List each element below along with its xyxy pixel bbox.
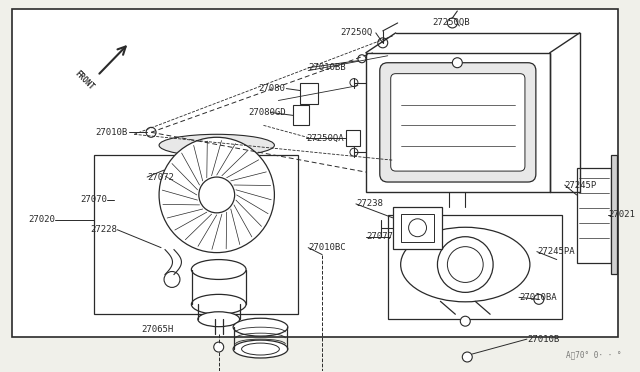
- FancyBboxPatch shape: [390, 74, 525, 171]
- Text: 27072: 27072: [147, 173, 174, 182]
- Text: 27065H: 27065H: [141, 325, 174, 334]
- Ellipse shape: [191, 294, 246, 314]
- Bar: [300, 83, 318, 105]
- Ellipse shape: [401, 227, 530, 302]
- Bar: [393, 207, 442, 248]
- Text: 27250QB: 27250QB: [433, 19, 470, 28]
- Circle shape: [199, 177, 235, 213]
- Circle shape: [350, 78, 358, 87]
- Bar: [366, 53, 550, 192]
- Text: 27010B: 27010B: [95, 128, 127, 137]
- Circle shape: [358, 55, 366, 63]
- Circle shape: [408, 219, 426, 237]
- Circle shape: [452, 58, 462, 68]
- Text: FRONT: FRONT: [73, 69, 96, 92]
- Ellipse shape: [198, 312, 239, 327]
- Text: 27010B: 27010B: [527, 334, 559, 344]
- Circle shape: [534, 294, 544, 304]
- Circle shape: [164, 272, 180, 288]
- Circle shape: [447, 18, 458, 28]
- Text: 27080: 27080: [259, 84, 285, 93]
- Text: 27020: 27020: [28, 215, 54, 224]
- Text: 27250QA: 27250QA: [306, 134, 344, 143]
- Text: 27010BC: 27010BC: [308, 243, 346, 252]
- Circle shape: [447, 247, 483, 282]
- Circle shape: [146, 127, 156, 137]
- Ellipse shape: [241, 343, 280, 355]
- Ellipse shape: [233, 340, 288, 358]
- Ellipse shape: [191, 260, 246, 279]
- Bar: [388, 215, 562, 319]
- Text: 27077: 27077: [366, 232, 393, 241]
- Circle shape: [350, 148, 358, 156]
- Ellipse shape: [233, 318, 288, 336]
- Text: 27021: 27021: [609, 210, 636, 219]
- Bar: [293, 106, 309, 125]
- Bar: [12, 9, 618, 337]
- Text: 27080GD: 27080GD: [248, 108, 286, 117]
- Text: 27250Q: 27250Q: [340, 28, 372, 38]
- Text: 27228: 27228: [90, 225, 117, 234]
- Text: 27070: 27070: [81, 195, 108, 205]
- Text: 27010BA: 27010BA: [519, 293, 557, 302]
- Bar: [401, 214, 435, 242]
- Bar: [577, 168, 611, 263]
- Text: 27010BB: 27010BB: [308, 63, 346, 72]
- Circle shape: [460, 316, 470, 326]
- Text: 27245P: 27245P: [564, 180, 597, 189]
- Ellipse shape: [159, 134, 275, 156]
- Circle shape: [378, 38, 388, 48]
- Bar: [611, 155, 618, 275]
- Text: 27238: 27238: [356, 199, 383, 208]
- Circle shape: [462, 352, 472, 362]
- Bar: [95, 155, 298, 314]
- FancyBboxPatch shape: [380, 63, 536, 182]
- Circle shape: [214, 342, 224, 352]
- Text: 27245PA: 27245PA: [537, 247, 575, 256]
- Bar: [346, 130, 360, 146]
- Text: A✊70° 0· · °: A✊70° 0· · °: [566, 350, 621, 359]
- Circle shape: [159, 137, 275, 253]
- Circle shape: [438, 237, 493, 292]
